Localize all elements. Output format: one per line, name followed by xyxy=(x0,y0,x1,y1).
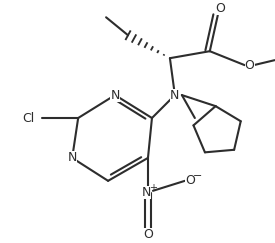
Text: Cl: Cl xyxy=(22,112,34,124)
Text: +: + xyxy=(149,183,157,193)
Text: N: N xyxy=(110,89,120,102)
Text: O: O xyxy=(143,228,153,241)
Text: O: O xyxy=(245,59,255,72)
Text: O: O xyxy=(185,174,195,187)
Text: O: O xyxy=(215,2,225,15)
Text: N: N xyxy=(170,89,180,102)
Text: N: N xyxy=(141,186,151,199)
Text: N: N xyxy=(67,151,77,165)
Text: −: − xyxy=(193,171,202,181)
